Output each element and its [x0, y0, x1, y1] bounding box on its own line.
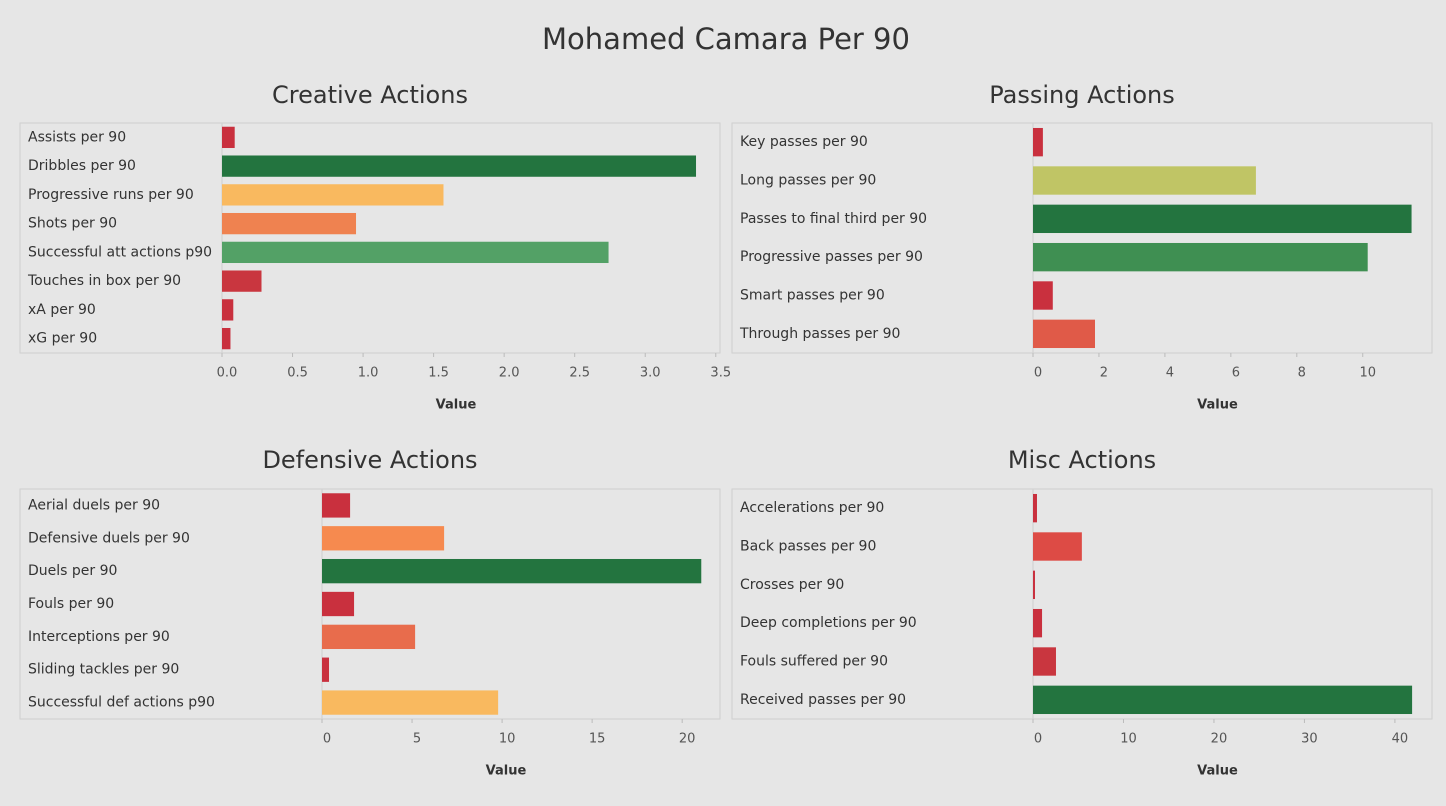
x-tick-label: 0 [1034, 366, 1042, 381]
category-label: Back passes per 90 [740, 539, 876, 555]
dashboard-title: Mohamed Camara Per 90 [542, 22, 910, 56]
panel-title: Creative Actions [272, 81, 468, 109]
x-tick-label: 0.0 [217, 366, 238, 381]
panel-title: Passing Actions [989, 81, 1175, 109]
bar [1033, 532, 1082, 561]
bar [322, 690, 499, 715]
category-label: Touches in box per 90 [27, 273, 181, 289]
category-label: Shots per 90 [28, 216, 117, 232]
panel-title: Misc Actions [1008, 446, 1156, 474]
bar [222, 126, 235, 149]
category-label: Successful att actions p90 [28, 244, 212, 260]
x-tick-label: 2.0 [499, 366, 520, 381]
category-label: Dribbles per 90 [28, 158, 136, 174]
category-label: Duels per 90 [28, 563, 117, 579]
bar [1033, 647, 1056, 676]
x-tick-label: 20 [679, 732, 696, 747]
bar [1033, 608, 1043, 638]
panel-frame [731, 122, 1433, 354]
x-tick-label: 6 [1232, 366, 1240, 381]
x-tick-label: 30 [1301, 732, 1318, 747]
x-axis-label: Value [486, 764, 527, 779]
x-tick-label: 5 [413, 732, 421, 747]
bar [322, 624, 416, 650]
bar [222, 299, 234, 321]
category-label: Fouls suffered per 90 [740, 654, 888, 670]
x-tick-label: 15 [589, 732, 606, 747]
bar [1033, 493, 1037, 523]
bar [1033, 281, 1053, 310]
category-label: Through passes per 90 [739, 326, 900, 342]
x-tick-label: 2 [1100, 366, 1108, 381]
category-label: Received passes per 90 [740, 692, 906, 708]
bar [222, 212, 357, 235]
x-tick-label: 10 [1120, 732, 1137, 747]
category-label: Progressive runs per 90 [28, 187, 194, 203]
bar [1033, 685, 1413, 715]
bar [222, 241, 609, 264]
category-label: xG per 90 [28, 331, 97, 347]
panel-frame [731, 488, 1433, 720]
bar [222, 327, 231, 350]
bar [322, 591, 355, 617]
x-tick-label: 10 [1359, 366, 1376, 381]
bar [1033, 570, 1035, 600]
category-label: Progressive passes per 90 [740, 249, 923, 265]
bar [222, 184, 444, 206]
x-axis-label: Value [1197, 398, 1238, 413]
panel-frame [19, 122, 721, 354]
x-tick-label: 40 [1392, 732, 1409, 747]
bar [1033, 127, 1043, 157]
x-tick-label: 1.0 [358, 366, 379, 381]
category-label: Fouls per 90 [28, 596, 114, 612]
bar [322, 657, 330, 682]
bar [322, 493, 351, 518]
bar [322, 526, 445, 551]
bar [1033, 242, 1368, 272]
category-label: Key passes per 90 [740, 134, 868, 150]
bar [222, 155, 697, 177]
x-tick-label: 0 [323, 732, 331, 747]
bar [322, 558, 702, 584]
x-tick-label: 20 [1211, 732, 1228, 747]
x-tick-label: 1.5 [428, 366, 449, 381]
bar [1033, 319, 1095, 349]
category-label: Aerial duels per 90 [28, 497, 160, 513]
x-axis-label: Value [436, 398, 477, 413]
category-label: Interceptions per 90 [28, 629, 170, 645]
panel-frame [19, 488, 721, 720]
x-tick-label: 0 [1034, 732, 1042, 747]
category-label: Accelerations per 90 [740, 500, 884, 516]
x-tick-label: 2.5 [569, 366, 590, 381]
category-label: Crosses per 90 [740, 577, 844, 593]
bar [222, 270, 262, 292]
category-label: Deep completions per 90 [740, 615, 917, 631]
category-label: Successful def actions p90 [28, 695, 215, 711]
category-label: Passes to final third per 90 [740, 211, 927, 227]
category-label: Sliding tackles per 90 [28, 662, 179, 678]
x-tick-label: 3.0 [640, 366, 661, 381]
category-label: Long passes per 90 [740, 173, 876, 189]
x-tick-label: 8 [1298, 366, 1306, 381]
category-label: Assists per 90 [28, 129, 126, 145]
x-tick-label: 4 [1166, 366, 1174, 381]
panel-title: Defensive Actions [262, 446, 477, 474]
x-tick-label: 3.5 [710, 366, 731, 381]
x-tick-label: 0.5 [287, 366, 308, 381]
category-label: xA per 90 [28, 302, 96, 318]
x-tick-label: 10 [499, 732, 516, 747]
category-label: Defensive duels per 90 [28, 530, 190, 546]
bar [1033, 166, 1256, 195]
category-label: Smart passes per 90 [740, 288, 885, 304]
x-axis-label: Value [1197, 764, 1238, 779]
bar [1033, 204, 1412, 234]
